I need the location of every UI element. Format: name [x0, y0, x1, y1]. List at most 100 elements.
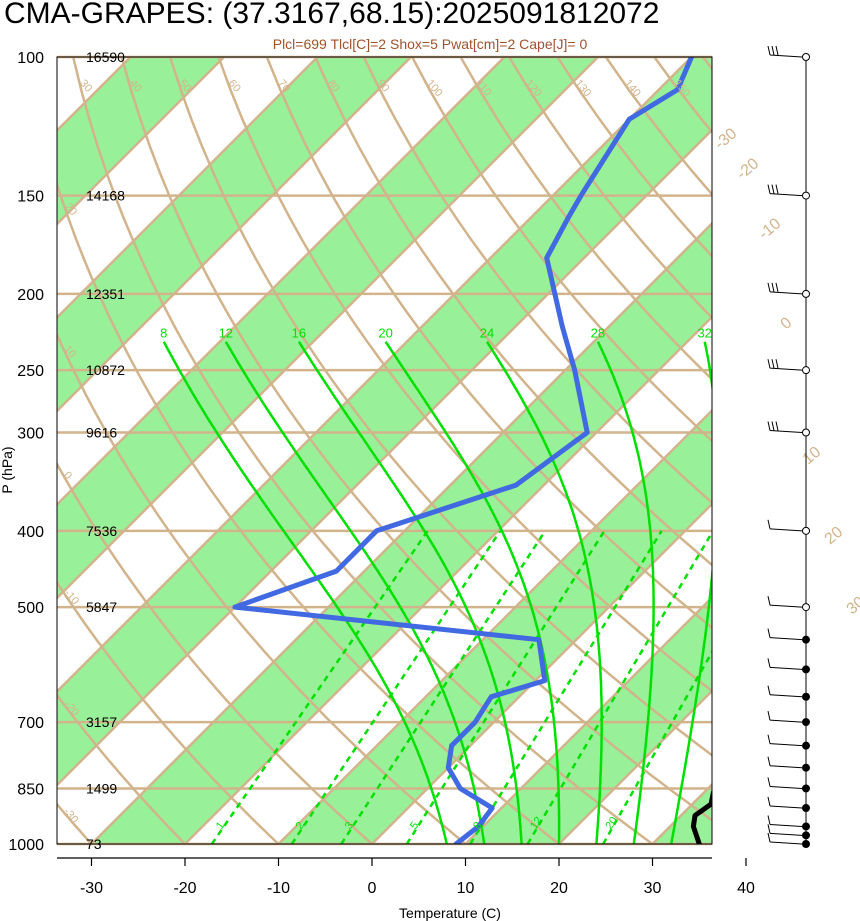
- chart-title: CMA-GRAPES: (37.3167,68.15):202509181207…: [4, 0, 660, 30]
- wind-barb-flag: [767, 595, 771, 606]
- mixing-ratio-lines: [210, 530, 712, 844]
- wind-barb-flag: [767, 734, 771, 744]
- pressure-label: 500: [17, 600, 44, 617]
- wind-barb: [769, 743, 803, 747]
- wind-barb: [769, 823, 803, 827]
- isotherm-line: [57, 57, 506, 507]
- mixing-ratio-label: 1: [214, 820, 227, 832]
- wind-barb-flag: [767, 359, 771, 369]
- wind-barb-flag: [767, 796, 771, 807]
- moist-adiabat-label: 8: [160, 326, 167, 341]
- x-tick-label: 40: [737, 880, 755, 897]
- wind-barb: [769, 719, 803, 723]
- x-tick-label: 0: [368, 880, 377, 897]
- pressure-label: 300: [17, 425, 44, 442]
- wind-barb-flag: [771, 359, 775, 369]
- wind-barb-flag: [775, 282, 779, 293]
- wind-barb: [769, 805, 803, 809]
- wind-barb-point: [802, 191, 810, 200]
- wind-barb-point: [802, 763, 810, 772]
- moist-adiabat-label: 28: [591, 326, 605, 341]
- height-label: 10872: [86, 362, 125, 378]
- isotherm-line: [464, 595, 712, 844]
- height-label: 12351: [86, 286, 125, 302]
- mixing-ratio-label: 5: [408, 820, 421, 832]
- wind-barb-flag: [767, 282, 771, 293]
- wind-barb-flag: [775, 359, 779, 369]
- wind-barb-flag: [771, 184, 775, 194]
- y-axis-label: P (hPa): [0, 446, 15, 493]
- wind-barb-flag: [767, 756, 771, 766]
- isotherm-lines: [57, 57, 712, 844]
- wind-barb: [769, 193, 803, 197]
- wind-barb: [769, 785, 803, 789]
- temperature-profile: [690, 789, 712, 844]
- wind-barb-point: [802, 803, 810, 812]
- wind-barb-flag: [767, 777, 771, 787]
- wind-barb-point: [802, 692, 810, 701]
- wind-barb: [769, 54, 803, 58]
- moist-adiabat-lines: [162, 341, 712, 844]
- mixing-ratio-line: [340, 530, 547, 844]
- wind-barb-point: [802, 428, 810, 437]
- isotherm-line: [57, 57, 225, 226]
- sounding-profiles: [232, 57, 712, 844]
- x-tick-label: -10: [267, 880, 290, 897]
- wind-barb-flag: [771, 421, 775, 431]
- wind-barb-flag: [771, 282, 775, 293]
- moist-adiabat: [485, 341, 603, 844]
- wind-barb: [769, 637, 803, 641]
- wind-barb-flag: [771, 45, 775, 56]
- wind-barb-flag: [767, 832, 771, 843]
- isotherm-line: [57, 57, 412, 413]
- pressure-label: 250: [17, 363, 44, 380]
- wind-barb-flag: [767, 45, 771, 56]
- moist-adiabat-label: 32: [697, 326, 711, 341]
- wind-barb-point: [802, 635, 810, 644]
- height-label: 5847: [86, 599, 117, 615]
- shade-band: [57, 57, 712, 785]
- wind-barb-flag: [767, 658, 771, 668]
- isotherm-line: [90, 221, 712, 844]
- height-label: 7536: [86, 523, 117, 539]
- wind-barb: [769, 765, 803, 769]
- wind-barb-flag: [775, 45, 779, 56]
- wind-barb-point: [802, 784, 810, 793]
- wind-barbs: [767, 45, 810, 848]
- mixing-ratio-line: [602, 649, 712, 844]
- mixing-ratio-line: [210, 530, 429, 844]
- x-tick-label: -20: [173, 880, 196, 897]
- wind-barb-flag: [767, 685, 771, 695]
- wind-barb-point: [802, 665, 810, 674]
- x-tick-label: 10: [457, 880, 475, 897]
- pressure-label: 700: [17, 715, 44, 732]
- isotherm-line: [277, 408, 712, 844]
- isotherm-line: [558, 689, 712, 844]
- height-label: 14168: [86, 188, 125, 204]
- wind-barb-flag: [767, 519, 771, 529]
- wind-barb-flag: [767, 421, 771, 431]
- pressure-label: 200: [17, 287, 44, 304]
- mixing-ratio-label: 2: [293, 820, 306, 832]
- wind-barb-point: [802, 822, 810, 831]
- moist-adiabat: [384, 341, 561, 844]
- wind-barb: [769, 604, 803, 608]
- mixing-ratio-label: 12: [528, 815, 545, 832]
- wind-barb: [769, 832, 803, 836]
- mixing-ratio-label: 20: [603, 815, 620, 832]
- pressure-label: 850: [17, 781, 44, 798]
- isotherm-line: [184, 315, 712, 844]
- pressure-label: 400: [17, 524, 44, 541]
- x-tick-label: -30: [80, 880, 103, 897]
- plot-frame: [56, 56, 747, 866]
- wind-barb-flag: [767, 184, 771, 194]
- wind-barb: [769, 429, 803, 433]
- wind-barb-flag: [767, 815, 771, 825]
- plot-border: [56, 56, 713, 845]
- dewpoint-profile: [232, 57, 694, 844]
- wind-barb-flag: [775, 184, 779, 194]
- wind-barb-point: [802, 718, 810, 727]
- wind-barb: [769, 291, 803, 295]
- wind-barb-flag: [775, 421, 779, 431]
